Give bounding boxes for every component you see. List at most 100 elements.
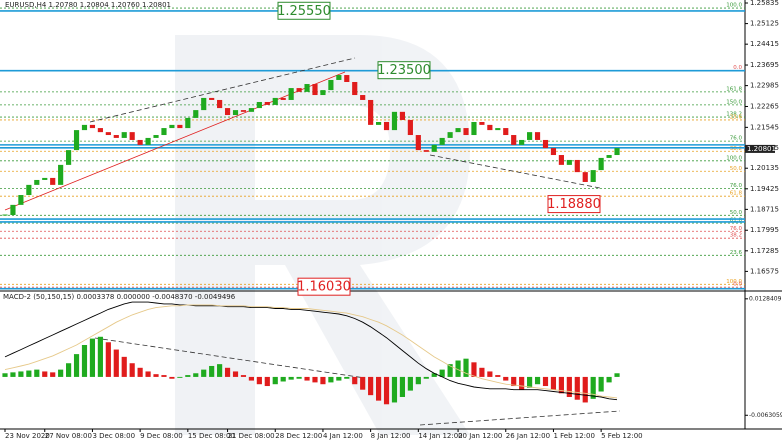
trend-line: [89, 57, 356, 123]
fib-level-label: 76.0: [730, 136, 743, 142]
histogram-bar: [320, 376, 326, 385]
candle: [129, 132, 135, 140]
last-price-box: [745, 144, 775, 153]
candle: [42, 177, 48, 180]
candle: [399, 111, 406, 120]
histogram-bar: [503, 376, 509, 381]
y-tick-label: 1.25835: [750, 0, 779, 7]
histogram-bar: [209, 365, 215, 377]
candle: [328, 79, 334, 91]
candle: [113, 135, 119, 138]
macd-header: MACD-2 (50,150,15) 0.0003378 0.000000 -0…: [3, 293, 236, 301]
fib-level-label: 76.0: [730, 226, 743, 232]
candle: [50, 177, 56, 185]
histogram-bar: [129, 363, 135, 377]
candle: [177, 124, 183, 129]
candle: [598, 157, 604, 171]
candle: [66, 150, 72, 165]
histogram-bar: [288, 376, 294, 380]
x-tick-label: 26 Jan 12:00: [506, 432, 550, 440]
histogram-bar: [232, 371, 239, 377]
histogram-bar: [542, 376, 549, 387]
candle: [375, 121, 382, 125]
fib-level-label: 50.0: [730, 166, 743, 172]
histogram-bar: [217, 364, 223, 377]
histogram-bar: [81, 344, 88, 377]
histogram-bar: [280, 376, 286, 382]
candle: [479, 121, 485, 125]
candle: [423, 150, 429, 152]
y-tick-label: 1.22265: [750, 102, 779, 110]
histogram-bar: [344, 376, 350, 379]
histogram-bar: [58, 369, 64, 377]
fib-level-label: 100.0: [726, 155, 742, 161]
candle: [344, 75, 350, 82]
trend-lines: [4, 57, 621, 426]
candle: [224, 108, 231, 116]
fib-level-label: 150.0: [726, 99, 742, 105]
candle: [121, 132, 127, 138]
candle: [153, 135, 159, 138]
histogram-bar: [550, 376, 557, 390]
histogram-bar: [264, 376, 270, 387]
candle: [145, 137, 151, 145]
fib-level-label: 161.8: [726, 86, 742, 92]
candle: [606, 155, 612, 158]
histogram-bar: [479, 367, 485, 377]
candle: [248, 108, 254, 112]
candle: [217, 99, 223, 109]
histogram-bar: [97, 336, 103, 377]
fib-level-label: 100.0: [726, 3, 742, 9]
histogram-bar: [439, 369, 445, 377]
candle: [574, 159, 580, 173]
candle: [463, 128, 469, 136]
x-tick-label: 27 Nov 08:00: [45, 432, 92, 440]
histogram-bar: [2, 373, 8, 377]
histogram-bar: [558, 376, 564, 394]
candle: [336, 75, 342, 80]
fib-level-label: 0.0: [733, 282, 742, 288]
candle: [471, 121, 477, 136]
x-tick-label: 21 Dec 08:00: [228, 432, 275, 440]
x-tick-label: 5 Feb 12:00: [601, 432, 642, 440]
x-tick-label: 1 Feb 12:00: [553, 432, 594, 440]
fib-level-label: 0.0: [733, 65, 742, 71]
candle: [169, 124, 175, 129]
candle: [383, 121, 390, 131]
candle: [542, 139, 549, 149]
histogram-bar: [391, 376, 398, 403]
candle: [511, 135, 517, 145]
candle: [590, 170, 596, 182]
x-tick-label: 9 Dec 08:00: [140, 432, 183, 440]
histogram-bar: [153, 374, 159, 377]
histogram-bar: [495, 375, 501, 377]
y-tick-label: 1.17285: [750, 247, 779, 255]
candle: [296, 88, 302, 92]
signal-line: [4, 304, 618, 399]
labels: 1.25835 1.25125 1.24415 1.23695 1.22985 1.222…: [4, 0, 782, 440]
fib-level-label: 50.0: [730, 210, 743, 216]
candle: [161, 128, 167, 136]
candle: [614, 148, 620, 156]
x-tick-label: 8 Jan 12:00: [371, 432, 411, 440]
histogram-bar: [272, 376, 278, 385]
candle: [415, 135, 421, 151]
y-tick-label: 1.22985: [750, 82, 779, 90]
histogram-bar: [336, 376, 342, 381]
histogram-bar: [582, 376, 588, 403]
candle: [558, 155, 564, 165]
candle: [232, 110, 239, 116]
y-tick-label: 1.21545: [750, 123, 779, 131]
histogram-bar: [415, 376, 421, 385]
histogram-bar: [50, 372, 56, 377]
candle: [495, 128, 501, 131]
candle: [26, 184, 32, 196]
symbol-header: EURUSD,H4 1.20780 1.20804 1.20760 1.2080…: [5, 1, 171, 9]
marks: [2, 75, 620, 405]
histogram-bar: [455, 360, 461, 377]
fib-level-label: 138.2: [726, 112, 742, 118]
candle: [455, 128, 461, 133]
candle: [368, 99, 374, 125]
histogram-bar: [18, 371, 24, 377]
candle: [240, 110, 247, 112]
